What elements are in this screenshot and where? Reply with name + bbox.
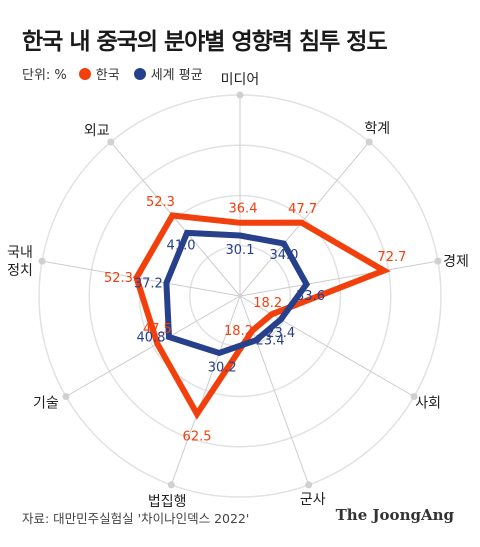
legend-korea-swatch bbox=[78, 67, 91, 80]
data-label-korea: 52.3 bbox=[146, 195, 175, 210]
category-label: 미디어 bbox=[221, 72, 260, 88]
axis-end-dot bbox=[410, 393, 418, 400]
data-label-world: 33.6 bbox=[296, 289, 325, 304]
unit-label: 단위: % bbox=[22, 68, 67, 83]
legend-item-world: 세계 평균 bbox=[133, 64, 203, 83]
brand-logo: The JoongAng bbox=[335, 506, 454, 524]
data-label-world: 30.1 bbox=[226, 243, 255, 258]
category-label: 국내 정치 bbox=[7, 245, 33, 279]
series-line-world bbox=[163, 229, 311, 357]
data-label-korea: 36.4 bbox=[229, 201, 258, 216]
category-label: 사회 bbox=[415, 396, 441, 412]
axis-line bbox=[41, 260, 241, 297]
axis-end-dot bbox=[107, 138, 115, 146]
axis-end-dot bbox=[365, 138, 373, 146]
data-label-korea: 72.7 bbox=[377, 250, 406, 265]
data-label-world: 30.2 bbox=[208, 361, 237, 376]
category-label: 군사 bbox=[300, 492, 326, 508]
legend-korea-label: 한국 bbox=[95, 68, 120, 83]
axis-line bbox=[239, 260, 439, 297]
data-label-korea: 47.7 bbox=[288, 202, 317, 217]
category-label: 법집행 bbox=[148, 494, 187, 510]
axis-line bbox=[65, 295, 241, 397]
data-label-world: 34.0 bbox=[269, 248, 298, 263]
category-label: 외교 bbox=[84, 123, 110, 139]
legend-world-swatch bbox=[133, 67, 146, 80]
axis-end-dot bbox=[167, 481, 175, 489]
data-label-world: 37.2 bbox=[134, 277, 163, 292]
axis-end-dot bbox=[236, 91, 244, 99]
axis-line bbox=[239, 141, 370, 297]
data-label-korea: 18.2 bbox=[224, 324, 253, 339]
data-label-korea: 18.2 bbox=[253, 296, 282, 311]
axis-line bbox=[170, 295, 241, 486]
data-label-world: 23.4 bbox=[266, 326, 295, 341]
data-label-korea: 62.5 bbox=[183, 430, 212, 445]
source-note: 자료: 대만민주실험실 '차이나인덱스 2022' bbox=[22, 511, 250, 526]
chart-title: 한국 내 중국의 분야별 영향력 침투 정도 bbox=[22, 29, 388, 55]
legend-world-label: 세계 평균 bbox=[150, 68, 203, 83]
category-label: 경제 bbox=[443, 254, 469, 270]
data-label-world: 40.8 bbox=[137, 331, 166, 346]
axis-end-dot bbox=[38, 257, 46, 265]
axis-end-dot bbox=[305, 481, 313, 489]
legend: 단위: % 한국 세계 평균 bbox=[22, 64, 217, 83]
data-label-korea: 47.5 bbox=[143, 322, 172, 337]
axis-end-dot bbox=[62, 393, 70, 400]
axis-end-dot bbox=[434, 257, 442, 265]
category-label: 학계 bbox=[364, 121, 390, 137]
axis-line bbox=[110, 141, 241, 297]
data-label-world: 41.0 bbox=[167, 238, 196, 253]
legend-item-korea: 한국 bbox=[78, 64, 120, 83]
data-label-korea: 52.3 bbox=[104, 271, 133, 286]
data-label-world: 23.4 bbox=[256, 334, 285, 349]
category-label: 기술 bbox=[33, 396, 59, 412]
series-line-korea bbox=[133, 212, 391, 420]
